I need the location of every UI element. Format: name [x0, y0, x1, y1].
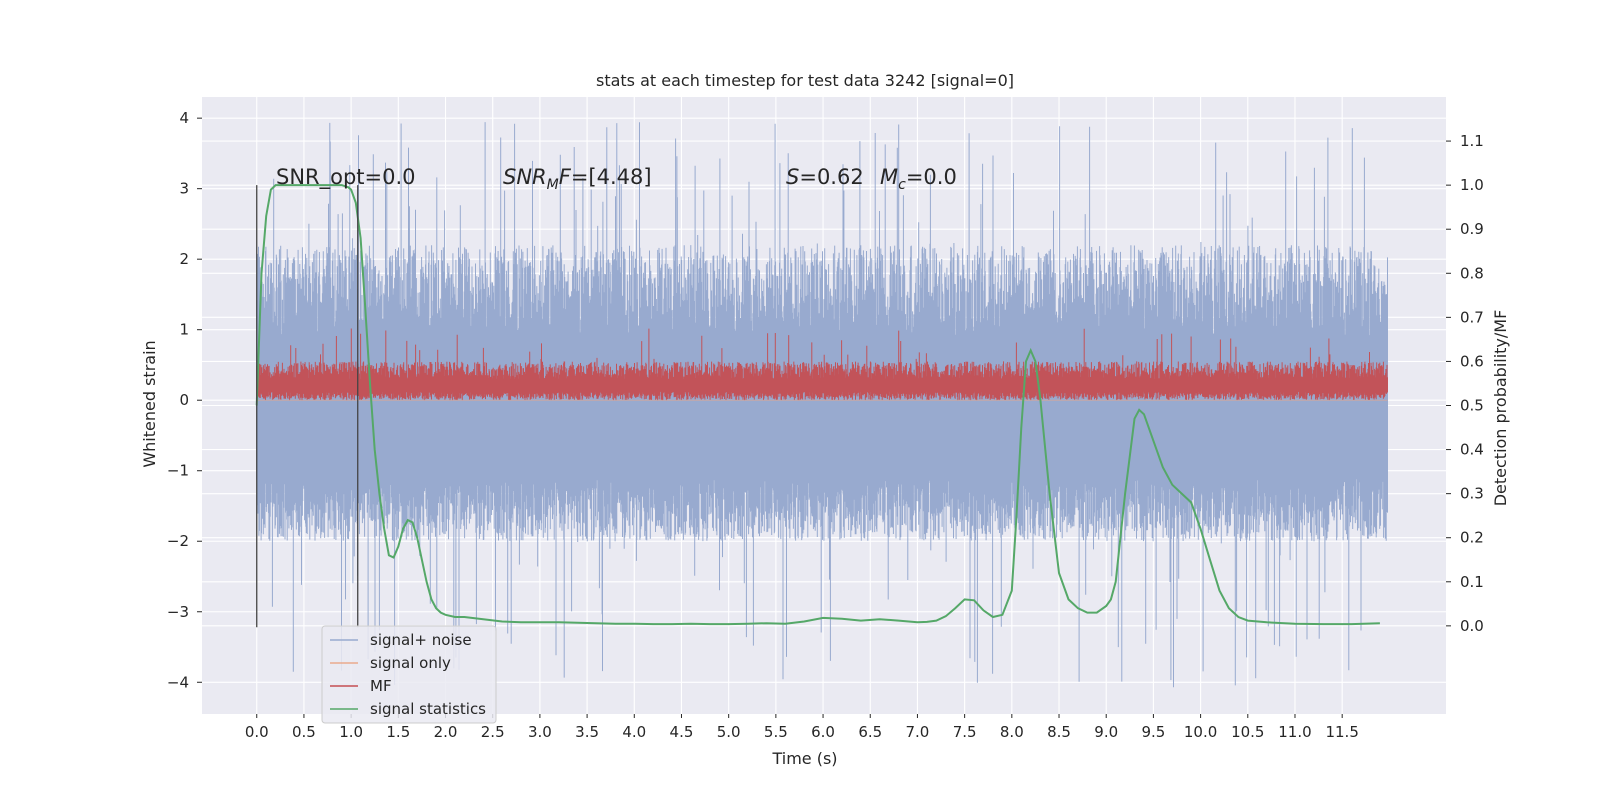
y-axis-label-left: Whitened strain [140, 340, 159, 467]
ticks: 0.0 0.5 1.0 1.5 2.0 2.5 3.0 3.5 4.0 4.5 5.0 5.5 6.0 6… [167, 109, 1484, 741]
y-left-tick-label-4: 0 [179, 391, 189, 409]
y-right-tick-label-0: 0.0 [1460, 617, 1484, 635]
x-axis-label: Time (s) [771, 749, 837, 768]
vertical-markers [256, 185, 359, 628]
x-tick-label-5: 2.5 [481, 723, 505, 741]
annotation-s: S=0.62 [786, 165, 864, 189]
y-left-tick-label-0: −4 [167, 673, 189, 691]
y-right-tick-label-9: 0.9 [1460, 220, 1484, 238]
x-tick-label-0: 0.0 [245, 723, 269, 741]
x-tick-label-9: 4.5 [670, 723, 694, 741]
x-tick-label-3: 1.5 [386, 723, 410, 741]
y-right-tick-label-1: 0.1 [1460, 573, 1484, 591]
y-right-tick-label-10: 1.0 [1460, 176, 1484, 194]
series-signal-statistics [255, 184, 1380, 626]
x-tick-label-13: 6.5 [858, 723, 882, 741]
y-right-tick-label-3: 0.3 [1460, 485, 1484, 503]
y-right-tick-label-4: 0.4 [1460, 441, 1484, 459]
y-left-tick-label-1: −3 [167, 603, 189, 621]
x-tick-label-15: 7.5 [953, 723, 977, 741]
x-tick-label-4: 2.0 [434, 723, 458, 741]
legend-label-mf: MF [370, 677, 392, 695]
y-left-tick-label-3: −1 [167, 462, 189, 480]
y-right-tick-label-8: 0.8 [1460, 264, 1484, 282]
legend-label-signal-statistics: signal statistics [370, 700, 486, 718]
legend-label-signal-noise: signal+ noise [370, 631, 472, 649]
annotation-snr-mf: SNRMF=[4.48] [503, 165, 652, 193]
x-tick-label-18: 9.0 [1094, 723, 1118, 741]
x-tick-label-14: 7.0 [906, 723, 930, 741]
x-tick-label-23: 11.5 [1325, 723, 1358, 741]
y-left-tick-label-6: 2 [179, 250, 189, 268]
y-right-tick-label-5: 0.5 [1460, 397, 1484, 415]
y-right-tick-label-11: 1.1 [1460, 132, 1484, 150]
annotation-s-value: =0.62 [799, 165, 863, 189]
y-axis-label-right: Detection probability/MF [1491, 310, 1510, 507]
y-right-tick-label-7: 0.7 [1460, 308, 1484, 326]
annotation-snr-opt: SNR_opt=0.0 [276, 165, 416, 190]
x-tick-label-11: 5.5 [764, 723, 788, 741]
y-left-tick-label-7: 3 [179, 180, 189, 198]
x-tick-label-10: 5.0 [717, 723, 741, 741]
x-tick-label-7: 3.5 [575, 723, 599, 741]
x-tick-label-2: 1.0 [339, 723, 363, 741]
x-tick-label-22: 11.0 [1278, 723, 1311, 741]
svg-text:S=0.62: S=0.62 [786, 165, 864, 189]
legend-frame [321, 625, 497, 724]
svg-text:Mc=0.0: Mc=0.0 [880, 165, 957, 193]
legend-label-signal-only: signal only [370, 654, 451, 672]
x-tick-label-16: 8.0 [1000, 723, 1024, 741]
y-left-tick-label-2: −2 [167, 532, 189, 550]
y-right-tick-label-6: 0.6 [1460, 352, 1484, 370]
annotation-snr-mf-value: =[4.48] [571, 165, 652, 189]
y-left-tick-label-5: 1 [179, 321, 189, 339]
x-tick-label-12: 6.0 [811, 723, 835, 741]
x-tick-label-1: 0.5 [292, 723, 316, 741]
series-layer [255, 122, 1388, 688]
annotation-mc: Mc=0.0 [880, 165, 957, 193]
y-right-tick-label-2: 0.2 [1460, 529, 1484, 547]
x-tick-label-19: 9.5 [1141, 723, 1165, 741]
x-tick-label-6: 3.0 [528, 723, 552, 741]
x-tick-label-20: 10.0 [1184, 723, 1217, 741]
y-left-tick-label-8: 4 [179, 109, 189, 127]
x-tick-label-17: 8.5 [1047, 723, 1071, 741]
x-tick-label-21: 10.5 [1231, 723, 1264, 741]
annotation-mc-value: =0.0 [906, 165, 957, 189]
x-tick-label-8: 4.0 [622, 723, 646, 741]
svg-text:SNRMF=[4.48]: SNRMF=[4.48] [503, 165, 652, 193]
legend: signal+ noise signal only MF signal stat… [321, 625, 497, 724]
chart-title: stats at each timestep for test data 324… [596, 71, 1014, 90]
